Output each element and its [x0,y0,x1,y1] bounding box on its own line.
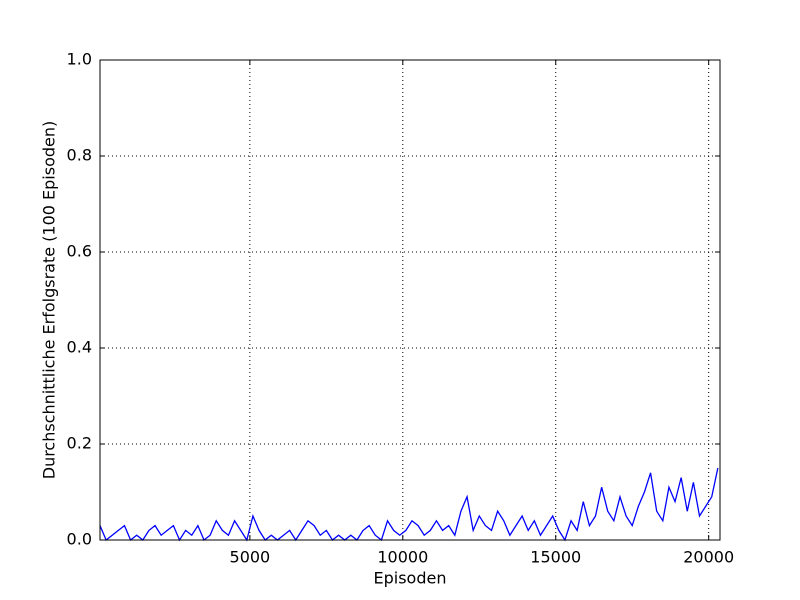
x-tick-label: 20000 [683,548,734,567]
y-tick-label: 0.4 [67,338,92,357]
plot-frame [99,59,721,541]
x-tick-label: 10000 [377,548,428,567]
y-tick-label: 0.2 [67,434,92,453]
y-axis-label: Durchschnittliche Erfolgsrate (100 Episo… [40,121,59,480]
y-tick-label: 0.0 [67,530,92,549]
x-tick-label: 15000 [530,548,581,567]
data-line [99,467,719,542]
y-tick-label: 0.8 [67,146,92,165]
y-tick-label: 1.0 [67,50,92,69]
x-axis-label: Episoden [374,569,447,588]
y-tick-label: 0.6 [67,242,92,261]
x-tick-label: 5000 [230,548,271,567]
